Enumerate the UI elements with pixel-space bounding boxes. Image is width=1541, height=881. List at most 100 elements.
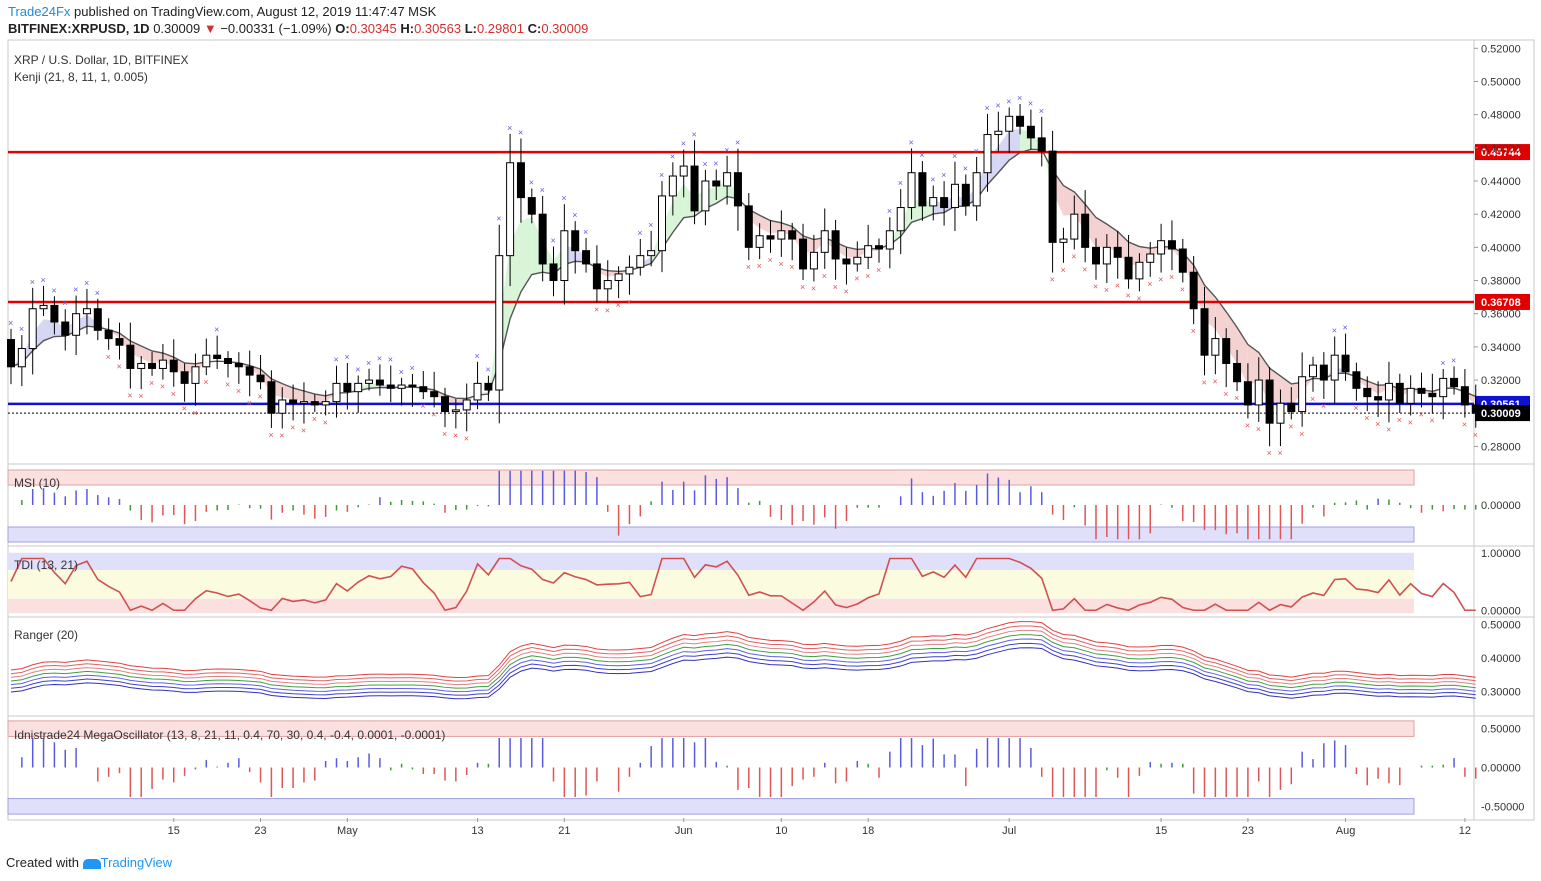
candle-body (1200, 308, 1209, 356)
mega-tick-label: 0.50000 (1481, 724, 1521, 736)
buy-marker: × (214, 325, 219, 335)
ranger-pane (10, 621, 1476, 700)
time-tick-label: 15 (1155, 825, 1167, 837)
candle-body (788, 230, 797, 240)
price-change: −0.00331 (−1.09%) (220, 21, 332, 36)
candle-body (1157, 240, 1166, 255)
high-label: H: (400, 21, 415, 36)
candle-body (72, 313, 81, 336)
candle-body (712, 180, 721, 187)
price-tick-label: 0.32000 (1481, 375, 1521, 387)
sell-marker: × (1299, 429, 1304, 439)
tdi-mid-zone (8, 570, 1414, 599)
candle-body (1081, 213, 1090, 248)
sell-marker: × (1429, 416, 1434, 426)
candle-body (289, 399, 298, 404)
candle-body (104, 329, 113, 340)
cloud-segment (1106, 224, 1118, 253)
tdi-title: TDI (13, 21) (14, 558, 78, 572)
high-value: 0.30563 (414, 21, 462, 36)
candle-body (506, 162, 515, 257)
candle-body (397, 384, 406, 389)
main-title: XRP / U.S. Dollar, 1D, BITFINEX (14, 53, 189, 67)
mega-tick-label: -0.50000 (1481, 801, 1524, 813)
candle-body (441, 396, 449, 413)
sell-marker: × (1104, 285, 1109, 295)
buy-marker: × (724, 145, 729, 155)
buy-marker: × (941, 170, 946, 180)
candle-body (1135, 261, 1144, 280)
sell-marker: × (1147, 279, 1152, 289)
buy-marker: × (681, 139, 686, 149)
price-tick-label: 0.50000 (1481, 76, 1521, 88)
publish-header: Trade24Fx published on TradingView.com, … (8, 4, 436, 19)
candle-body (126, 344, 135, 369)
open-value: 0.30345 (349, 21, 397, 36)
candle-body (148, 362, 157, 369)
candle-body (1363, 387, 1372, 398)
candle-body (169, 359, 178, 373)
candle-body (430, 391, 439, 398)
candle-body (658, 195, 666, 252)
buy-marker: × (41, 275, 46, 285)
buy-marker: × (963, 163, 968, 173)
tradingview-link[interactable]: TradingView (100, 855, 173, 870)
candle-body (321, 401, 330, 406)
candle-body (1243, 381, 1252, 406)
sell-marker: × (811, 283, 816, 293)
candle-body (202, 354, 211, 368)
tdi-pane (8, 552, 1476, 614)
time-tick-label: 10 (775, 825, 787, 837)
sell-marker: × (420, 401, 425, 411)
msi-pane (7, 469, 1477, 543)
candle-body (1113, 246, 1122, 258)
sell-marker: × (106, 352, 111, 362)
buy-marker: × (73, 285, 78, 295)
candle-body (17, 348, 26, 368)
buy-marker: × (355, 364, 360, 374)
candle-body (831, 230, 840, 260)
candle-body (1309, 364, 1317, 378)
buy-marker: × (583, 227, 588, 237)
brand-link[interactable]: Trade24Fx (8, 4, 71, 19)
candle-body (1374, 396, 1383, 401)
candle-body (1146, 253, 1155, 263)
tdi-upper-zone (8, 552, 1414, 570)
ranger-line (10, 634, 1476, 689)
cloud-segment (1009, 128, 1021, 161)
sell-marker: × (1473, 430, 1478, 440)
sell-marker: × (1050, 275, 1055, 285)
buy-marker: × (62, 298, 67, 308)
buy-marker: × (366, 358, 371, 368)
cloud-segment (1454, 386, 1465, 396)
candle-body (61, 321, 70, 336)
candle-body (668, 175, 677, 197)
candle-body (495, 255, 504, 391)
candle-body (983, 134, 992, 174)
candle-body (419, 386, 428, 393)
buy-marker: × (952, 151, 957, 161)
sell-marker: × (442, 429, 447, 439)
candle-body (755, 235, 764, 248)
sell-marker: × (822, 271, 827, 281)
buy-marker: × (518, 127, 523, 137)
sell-marker: × (1180, 284, 1185, 294)
price-tick-label: 0.44000 (1481, 176, 1521, 188)
candle-body (1406, 387, 1415, 404)
price-tick-label: 0.48000 (1481, 110, 1521, 122)
mega-upper-band (7, 720, 1415, 737)
sell-marker: × (323, 417, 328, 427)
candle-body (1265, 379, 1274, 424)
time-tick-label: Aug (1336, 825, 1356, 837)
ranger-tick-label: 0.50000 (1481, 620, 1521, 632)
buy-marker: × (399, 367, 404, 377)
price-tick-label: 0.40000 (1481, 242, 1521, 254)
tdi-line (10, 557, 1476, 612)
buy-marker: × (692, 129, 697, 139)
candle-body (1005, 115, 1014, 132)
cloud-segment (314, 394, 326, 403)
time-tick-label: 23 (254, 825, 266, 837)
buy-marker: × (1451, 355, 1456, 365)
last-price-label: 0.30009 (1481, 408, 1521, 420)
